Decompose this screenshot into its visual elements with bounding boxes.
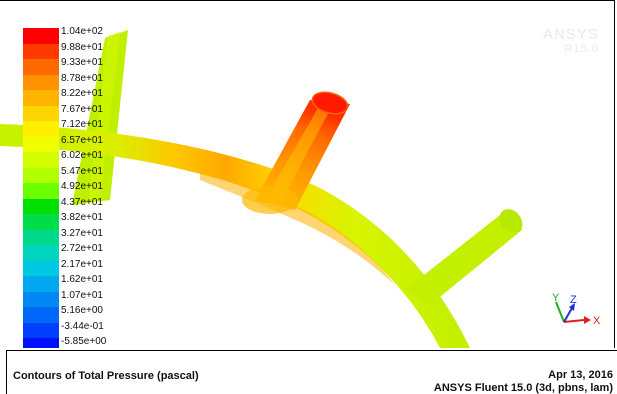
- solver-info: ANSYS Fluent 15.0 (3d, pbns, lam): [433, 382, 613, 394]
- central-branch-outlet: [312, 92, 348, 114]
- legend-swatch: [23, 291, 59, 307]
- legend-swatch: [23, 214, 59, 230]
- legend-label: 6.02e+01: [61, 150, 103, 161]
- ansys-watermark: ANSYS R15.0: [543, 26, 599, 55]
- axis-x-arrow: [584, 316, 591, 324]
- axis-y-label: Y: [552, 292, 560, 304]
- legend-label: 3.27e+01: [61, 227, 103, 239]
- legend-swatch: [23, 322, 59, 338]
- legend-swatch: [23, 229, 59, 245]
- date-stamp: Apr 13, 2016: [548, 369, 613, 381]
- legend-swatch: [23, 183, 59, 199]
- legend-label: 1.07e+01: [61, 289, 103, 301]
- central-branch-pipe: [255, 100, 350, 210]
- axis-y-line: [555, 301, 565, 323]
- legend-label: 5.47e+01: [61, 165, 103, 177]
- viewport-frame: [0, 0, 615, 348]
- legend-label: 1.04e+02: [61, 26, 103, 37]
- legend-swatch: [23, 59, 59, 75]
- legend-label: 8.78e+01: [61, 72, 103, 84]
- legend-swatch: [23, 167, 59, 183]
- legend-swatch: [23, 121, 59, 137]
- legend-swatch: [23, 245, 59, 261]
- legend-label: -3.44e-01: [61, 320, 104, 332]
- legend-swatch: [23, 90, 59, 106]
- axis-triad-icon: Y Z X: [552, 292, 601, 327]
- junction-zone: [242, 186, 298, 214]
- legend-label: 2.17e+01: [61, 258, 103, 270]
- axis-x-line: [563, 319, 585, 323]
- legend-swatch: [23, 74, 59, 90]
- legend-label: 9.88e+01: [61, 41, 103, 53]
- upper-left-pipe-highlight: [88, 32, 120, 202]
- graphics-viewport[interactable]: 1.04e+02 9.88e+01 9.33e+01 8.78e+01 8.22e+01…: [0, 0, 617, 348]
- legend-label: 7.12e+01: [61, 119, 103, 130]
- legend-swatch: [23, 307, 59, 323]
- status-footer: Contours of Total Pressure (pascal) Apr …: [6, 350, 617, 394]
- legend-label: 9.33e+01: [61, 57, 103, 68]
- central-branch-outlet-rim: [311, 91, 349, 115]
- legend-label: 2.72e+01: [61, 243, 103, 254]
- main-pipe-shade: [200, 172, 395, 285]
- legend-label: 3.82e+01: [61, 212, 103, 223]
- color-legend-bar: [23, 28, 59, 348]
- legend-swatch: [23, 105, 59, 121]
- legend-label: 5.16e+00: [61, 305, 103, 316]
- legend-label: 8.22e+01: [61, 88, 103, 99]
- legend-swatch: [23, 43, 59, 59]
- legend-label: 1.62e+01: [61, 274, 103, 285]
- contour-title: Contours of Total Pressure (pascal): [13, 370, 199, 382]
- legend-swatch: [23, 276, 59, 292]
- legend-label: 6.57e+01: [61, 134, 103, 146]
- legend-swatch: [23, 260, 59, 276]
- legend-label: 4.92e+01: [61, 181, 103, 192]
- legend-label: 4.37e+01: [61, 196, 103, 208]
- legend-label: 7.67e+01: [61, 103, 103, 115]
- lower-right-branch-outlet: [499, 209, 523, 233]
- axis-z-arrow: [569, 303, 575, 311]
- legend-swatch: [23, 136, 59, 152]
- legend-swatch: [23, 152, 59, 168]
- lower-right-branch-pipe: [405, 213, 522, 305]
- central-branch-shade: [268, 108, 330, 200]
- legend-swatch: [23, 28, 59, 44]
- axis-z-label: Z: [570, 294, 577, 306]
- legend-label: -5.85e+00: [61, 336, 107, 347]
- legend-swatch: [23, 338, 59, 348]
- axis-z-line: [563, 307, 573, 323]
- legend-swatch: [23, 198, 59, 214]
- axis-x-label: X: [593, 315, 601, 327]
